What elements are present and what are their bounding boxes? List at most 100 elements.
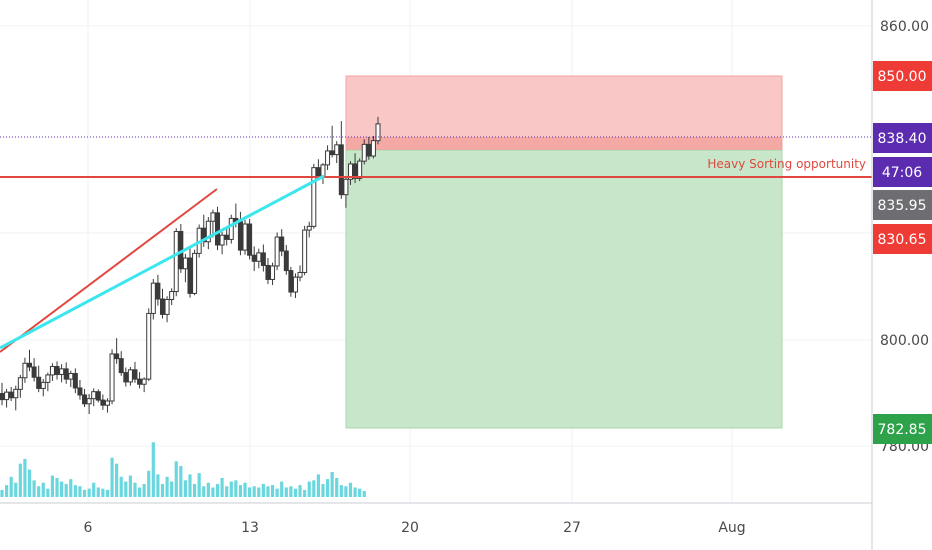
candle-body (13, 388, 19, 399)
candle-body (251, 254, 257, 262)
candle-body (114, 353, 120, 360)
candle-body (270, 265, 276, 280)
candle-body (237, 221, 243, 251)
candle-body (63, 368, 69, 380)
volume-bar (64, 483, 68, 497)
candle-body (279, 236, 285, 252)
volume-bar (110, 457, 114, 497)
y-tick-label: 800.00 (880, 333, 929, 349)
volume-bar (266, 486, 270, 497)
candle-body (109, 353, 115, 402)
volume-bar (50, 475, 55, 497)
drawing-lines[interactable] (0, 136, 872, 353)
volume-bar (156, 474, 160, 497)
volume-bar (220, 477, 224, 497)
candle-body (141, 378, 147, 385)
volume-bar (330, 472, 334, 497)
candle-body (306, 225, 312, 231)
x-tick-label: 20 (401, 520, 419, 536)
candle-body (127, 369, 133, 383)
candle-body (31, 366, 37, 378)
candle-body (370, 140, 376, 157)
volume-bar (4, 485, 9, 497)
candle-body (164, 298, 170, 315)
volume-bar (82, 489, 87, 497)
candle-body (302, 229, 308, 273)
candlesticks (0, 116, 381, 415)
volume-bar (192, 483, 197, 497)
volume-bar (60, 481, 64, 497)
price-tag-label: 47:06 (882, 165, 922, 181)
candle-body (68, 373, 74, 380)
candle-body (288, 270, 294, 293)
x-tick-label: 13 (241, 520, 259, 536)
volume-bar (197, 473, 201, 497)
time-axis[interactable]: 6 13 20 27 Aug (84, 520, 746, 536)
candle-body (334, 144, 340, 156)
volume-bar (9, 476, 13, 497)
candle-body (228, 217, 234, 240)
candle-body (256, 252, 262, 262)
volume-bar (147, 470, 151, 497)
volume-bar (41, 482, 45, 497)
volume-bar (137, 487, 142, 497)
candle-body (72, 373, 78, 389)
volume-bar (335, 477, 339, 497)
candle-body (146, 312, 152, 380)
volume-bar (183, 480, 188, 497)
x-tick-label: 27 (563, 520, 581, 536)
volume-bar (307, 481, 311, 497)
volume-bar (325, 479, 330, 497)
short-position-tool[interactable] (345, 75, 783, 429)
volume-bar (280, 481, 284, 497)
candle-body (297, 271, 303, 278)
volume-bars (0, 442, 366, 497)
candle-body (4, 391, 10, 401)
candle-body (123, 372, 129, 383)
candle-body (91, 391, 97, 400)
candle-body (315, 167, 321, 178)
price-tag-bg (873, 190, 932, 220)
volume-bar (211, 487, 215, 497)
volume-bar (293, 488, 298, 497)
candle-body (95, 391, 101, 401)
price-tags: 850.00 838.40 47:06 835.95 830.65 782.85 (873, 61, 932, 444)
volume-bar (14, 482, 18, 497)
candle-body (182, 257, 188, 270)
volume-bar (73, 485, 77, 497)
candle-body (40, 381, 46, 389)
candle-body (283, 250, 289, 272)
candle-body (274, 236, 280, 267)
candle-body (338, 144, 344, 196)
volume-bar (348, 482, 353, 497)
volume-bar (105, 489, 110, 497)
annotation-heavy-sorting: Heavy Sorting opportunity (707, 157, 866, 171)
candle-body (27, 362, 33, 368)
volume-bar (353, 487, 357, 497)
volume-bar (248, 487, 252, 497)
volume-bar (284, 487, 288, 497)
volume-bar (165, 476, 169, 497)
candle-body (265, 264, 271, 280)
volume-bar (289, 486, 293, 497)
price-tag-label: 838.40 (878, 131, 927, 147)
candle-body (169, 291, 175, 300)
candle-body (201, 227, 207, 243)
volume-bar (179, 466, 183, 497)
volume-bar (142, 483, 146, 497)
volume-bar (170, 481, 174, 497)
candle-body (118, 358, 124, 374)
candle-body (192, 252, 198, 294)
volume-bar (101, 488, 105, 497)
candle-body (224, 234, 230, 240)
candle-body (159, 298, 165, 315)
candle-body (0, 393, 5, 401)
candle-body (104, 400, 110, 406)
volume-bar (160, 483, 165, 497)
volume-bar (270, 485, 275, 497)
volume-bar (344, 486, 348, 497)
candle-body (150, 282, 156, 314)
candle-body (329, 150, 335, 156)
